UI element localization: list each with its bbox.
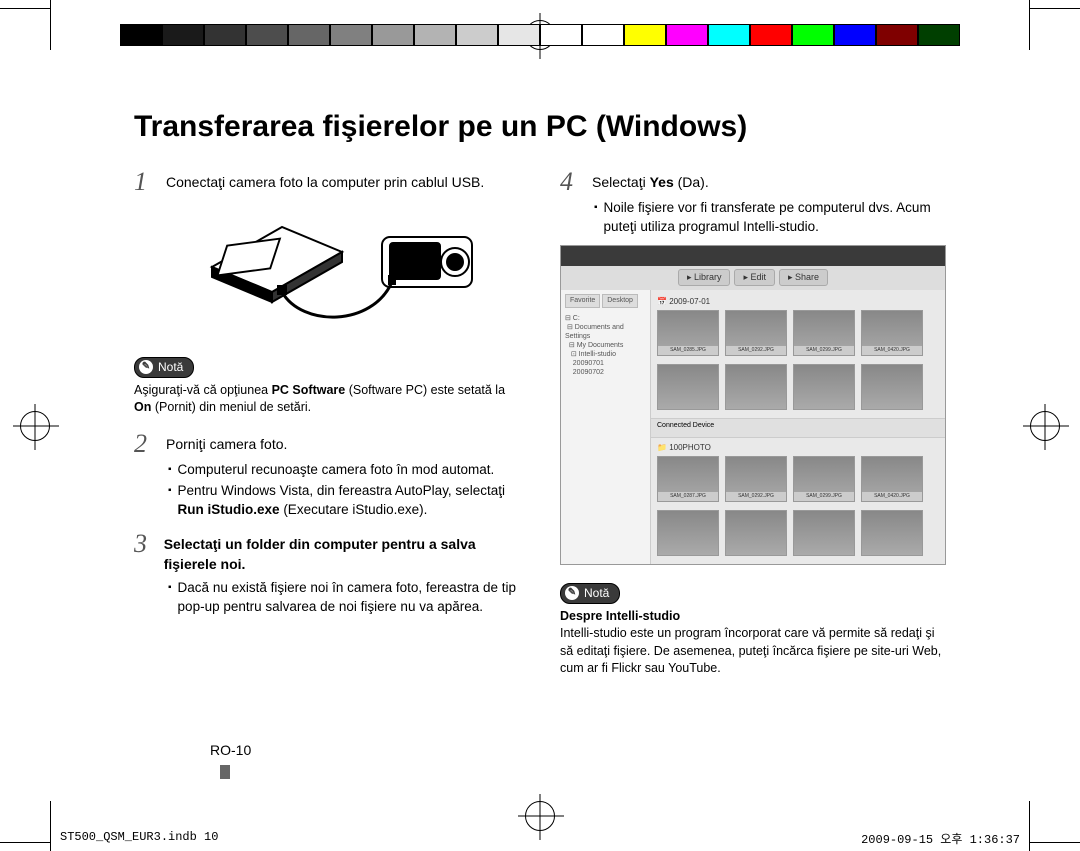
note-badge: ✎ Notă xyxy=(560,583,620,604)
note-text: Intelli-studio este un program încorpora… xyxy=(560,625,946,678)
page-number-mark xyxy=(220,765,230,779)
color-swatch xyxy=(120,24,162,46)
page-number: RO-10 xyxy=(210,741,251,761)
step-number: 4 xyxy=(560,169,582,195)
print-footer: ST500_QSM_EUR3.indb 10 2009-09-15 오후 1:3… xyxy=(0,830,1080,851)
color-swatch xyxy=(330,24,372,46)
step-2-bullets: ▪Computerul recunoaşte camera foto în mo… xyxy=(168,461,520,520)
color-swatch xyxy=(834,24,876,46)
screenshot-sidebar: Favorite Desktop ⊟ C: ⊟ Documents and Se… xyxy=(561,290,651,564)
note-label: Notă xyxy=(158,359,183,376)
color-swatch xyxy=(204,24,246,46)
registration-mark xyxy=(1030,411,1060,441)
color-swatch xyxy=(876,24,918,46)
bullet-text: Computerul recunoaşte camera foto în mod… xyxy=(178,461,495,480)
color-swatch xyxy=(750,24,792,46)
thumbnail: SAM_0287.JPG xyxy=(657,456,719,502)
usb-connection-illustration xyxy=(164,207,520,337)
color-swatch xyxy=(246,24,288,46)
color-swatch xyxy=(918,24,960,46)
color-swatch xyxy=(498,24,540,46)
thumbnail: SAM_0420.JPG xyxy=(861,456,923,502)
color-swatch xyxy=(792,24,834,46)
color-calibration-bar xyxy=(120,24,960,46)
step-number: 1 xyxy=(134,169,156,195)
left-column: 1 Conectaţi camera foto la computer prin… xyxy=(134,169,520,678)
note-icon: ✎ xyxy=(565,586,579,600)
step-2: 2 Porniţi camera foto. xyxy=(134,431,520,457)
screenshot-tab: ▸ Share xyxy=(779,269,828,286)
bullet-text: Dacă nu există fişiere noi în camera fot… xyxy=(178,579,520,617)
registration-mark xyxy=(20,411,50,441)
step-text: Selectaţi un folder din computer pentru … xyxy=(164,531,520,574)
note-heading: Despre Intelli-studio xyxy=(560,608,946,626)
step-text: Selectaţi Yes (Da). xyxy=(592,169,709,195)
registration-mark xyxy=(525,801,555,831)
page-title: Transferarea fişierelor pe un PC (Window… xyxy=(134,110,946,144)
step-text: Porniţi camera foto. xyxy=(166,431,287,457)
footer-timestamp: 2009-09-15 오후 1:36:37 xyxy=(861,830,1020,847)
color-swatch xyxy=(624,24,666,46)
right-column: 4 Selectaţi Yes (Da). ▪Noile fişiere vor… xyxy=(560,169,946,678)
color-swatch xyxy=(288,24,330,46)
thumbnail: SAM_0299.JPG xyxy=(793,456,855,502)
color-swatch xyxy=(456,24,498,46)
thumbnail: SAM_0420.JPG xyxy=(861,310,923,356)
footer-file: ST500_QSM_EUR3.indb 10 xyxy=(60,830,218,847)
step-4: 4 Selectaţi Yes (Da). xyxy=(560,169,946,195)
step-text: Conectaţi camera foto la computer prin c… xyxy=(166,169,484,195)
step-3-bullets: ▪Dacă nu există fişiere noi în camera fo… xyxy=(168,579,520,617)
bullet-text: Noile fişiere vor fi transferate pe comp… xyxy=(604,199,946,237)
screenshot-tab: ▸ Edit xyxy=(734,269,775,286)
color-swatch xyxy=(708,24,750,46)
color-swatch xyxy=(540,24,582,46)
manual-page: Transferarea fişierelor pe un PC (Window… xyxy=(110,80,970,771)
step-number: 2 xyxy=(134,431,156,457)
thumbnail: SAM_0299.JPG xyxy=(793,310,855,356)
note-text: Aşiguraţi-vă că opţiunea PC Software (So… xyxy=(134,382,520,417)
step-4-bullets: ▪Noile fişiere vor fi transferate pe com… xyxy=(594,199,946,237)
color-swatch xyxy=(372,24,414,46)
screenshot-tab: ▸ Library xyxy=(678,269,731,286)
color-swatch xyxy=(666,24,708,46)
note-badge: ✎ Notă xyxy=(134,357,194,378)
note-icon: ✎ xyxy=(139,360,153,374)
thumbnail: SAM_0285.JPG xyxy=(657,310,719,356)
color-swatch xyxy=(582,24,624,46)
bullet-text: Pentru Windows Vista, din fereastra Auto… xyxy=(178,482,520,520)
screenshot-main: 📅 2009-07-01 SAM_0285.JPGSAM_0292.JPGSAM… xyxy=(651,290,945,564)
step-1: 1 Conectaţi camera foto la computer prin… xyxy=(134,169,520,195)
intelli-studio-screenshot: ▸ Library▸ Edit▸ Share Favorite Desktop … xyxy=(560,245,946,565)
color-swatch xyxy=(162,24,204,46)
note-label: Notă xyxy=(584,585,609,602)
thumbnail: SAM_0292.JPG xyxy=(725,456,787,502)
thumbnail: SAM_0292.JPG xyxy=(725,310,787,356)
color-swatch xyxy=(414,24,456,46)
step-number: 3 xyxy=(134,531,154,574)
step-3: 3 Selectaţi un folder din computer pentr… xyxy=(134,531,520,574)
